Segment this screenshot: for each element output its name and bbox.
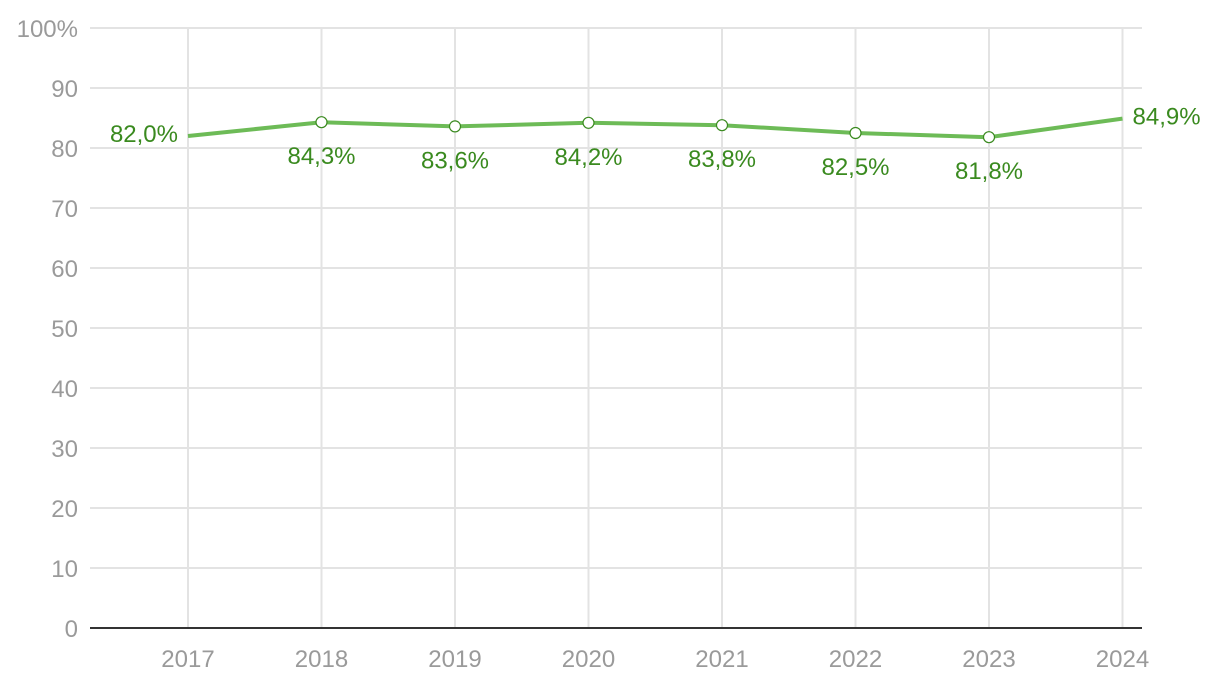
y-tick-label: 80 [51,136,78,163]
y-tick-label: 30 [51,436,78,463]
data-label: 83,6% [421,147,489,174]
data-label: 84,3% [287,143,355,170]
y-tick-label: 60 [51,256,78,283]
x-tick-label: 2017 [161,646,214,673]
y-tick-label: 0 [65,616,78,643]
data-point-marker [315,116,328,129]
data-label: 82,5% [821,154,889,181]
y-tick-label: 10 [51,556,78,583]
x-tick-label: 2020 [562,646,615,673]
data-label: 84,2% [554,144,622,171]
y-tick-label: 50 [51,316,78,343]
x-tick-label: 2024 [1096,646,1149,673]
data-point-marker [715,119,729,132]
x-tick-label: 2021 [695,646,748,673]
data-labels: 82,0% 84,3% 83,6% 84,2% 83,8% 82,5% 81,8% 84,9% [110,104,1201,186]
y-tick-label: 90 [51,76,78,103]
y-tick-label: 100% [17,16,78,43]
data-label: 81,8% [955,158,1023,185]
data-point-marker [448,120,462,133]
data-point-marker [982,131,996,144]
y-tick-label: 40 [51,376,78,403]
horizontal-gridlines [90,27,1142,569]
y-tick-label: 70 [51,196,78,223]
series-markers [315,116,996,144]
y-axis-ticks: 0 10 20 30 40 50 60 70 80 90 100% [17,16,78,643]
data-point-marker [849,126,862,140]
x-tick-label: 2019 [428,646,481,673]
x-tick-label: 2022 [829,646,882,673]
x-tick-label: 2018 [295,646,348,673]
data-point-marker [582,116,595,129]
series-line [187,116,1123,140]
data-label: 84,9% [1133,104,1201,131]
data-label: 83,8% [688,146,756,173]
data-label: 82,0% [110,121,178,148]
y-tick-label: 20 [51,496,78,523]
x-tick-label: 2023 [962,646,1015,673]
x-axis-ticks: 2017 2018 2019 2020 2021 2022 2023 2024 [161,646,1149,673]
